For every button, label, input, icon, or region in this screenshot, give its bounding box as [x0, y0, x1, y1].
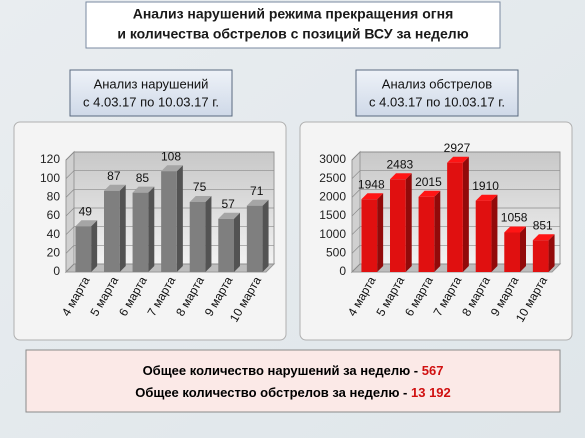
footer-line: Общее количество обстрелов за неделю - 1…	[135, 385, 451, 400]
footer-text: Общее количество нарушений за неделю -	[143, 363, 422, 378]
value-label: 1910	[472, 179, 499, 193]
bar	[246, 205, 263, 272]
value-label: 85	[136, 171, 150, 185]
value-label: 2927	[444, 141, 471, 155]
bar-side	[119, 184, 126, 272]
chart-title: Анализ обстрелов	[382, 76, 492, 91]
footer-value: 567	[422, 363, 444, 378]
footer-value: 13 192	[411, 385, 451, 400]
y-tick-label: 20	[47, 246, 61, 260]
bar-side	[377, 193, 384, 272]
value-label: 49	[79, 204, 93, 218]
chart-title: Анализ нарушений	[94, 76, 209, 91]
bar-top	[246, 199, 269, 206]
bar-side	[91, 220, 98, 272]
bar	[161, 171, 177, 272]
bar-side	[548, 234, 555, 272]
chart-header-box	[69, 69, 233, 117]
value-label: 75	[193, 180, 207, 194]
footer-box	[25, 349, 561, 413]
bar-top	[104, 184, 126, 191]
title-line: и количества обстрелов с позиций ВСУ за …	[117, 26, 468, 42]
y-tick-label: 60	[47, 208, 61, 222]
bar-side	[205, 196, 212, 272]
bar-side	[434, 190, 441, 272]
y-tick-label: 0	[53, 264, 60, 278]
chart-subtitle: с 4.03.17 по 10.03.17 г.	[369, 94, 505, 109]
bar	[418, 196, 435, 272]
footer-line: Общее количество нарушений за неделю - 5…	[143, 363, 444, 378]
bar-top	[132, 186, 155, 193]
bar-top	[532, 234, 555, 241]
bar-side	[491, 194, 498, 272]
bar-side	[262, 199, 269, 272]
y-tick-label: 100	[40, 171, 60, 185]
bar-top	[189, 196, 212, 202]
bar-top	[418, 190, 441, 197]
y-tick-label: 1000	[319, 227, 346, 241]
value-label: 2015	[415, 175, 442, 189]
value-label: 1058	[501, 211, 528, 225]
grid-line	[65, 151, 274, 161]
bar-top	[475, 194, 498, 201]
chart-header-box	[355, 69, 519, 117]
value-label: 71	[250, 184, 264, 198]
grid-line	[351, 188, 560, 198]
y-tick-label: 0	[339, 264, 346, 278]
chart-subtitle: с 4.03.17 по 10.03.17 г.	[83, 94, 219, 109]
bar-top	[390, 173, 412, 180]
bar-top	[447, 156, 469, 163]
bar	[132, 192, 149, 272]
bar	[504, 232, 520, 272]
bar-top	[218, 212, 240, 219]
bar-side	[405, 173, 412, 272]
bar	[447, 162, 463, 272]
value-label: 2483	[387, 157, 414, 171]
grid-line	[65, 170, 274, 179]
bar-top	[161, 165, 183, 172]
grid-line	[65, 188, 274, 198]
grid-line	[351, 151, 560, 161]
bar-side	[520, 226, 526, 272]
bar	[390, 179, 406, 272]
y-tick-label: 3000	[319, 152, 346, 166]
bar-side	[234, 212, 240, 272]
bar-side	[462, 156, 469, 272]
value-label: 108	[161, 149, 181, 163]
bar	[532, 240, 549, 272]
bar	[75, 226, 92, 272]
grid-line	[351, 170, 560, 179]
value-label: 851	[533, 218, 553, 232]
bar	[104, 190, 120, 272]
y-tick-label: 2500	[319, 171, 346, 185]
y-tick-label: 500	[326, 246, 346, 260]
bar-top	[75, 220, 98, 227]
bar-side	[176, 165, 183, 272]
bar	[361, 199, 378, 272]
bar	[475, 200, 492, 272]
y-tick-label: 80	[47, 190, 61, 204]
value-label: 1948	[358, 177, 385, 191]
footer-text: Общее количество обстрелов за неделю -	[135, 385, 411, 400]
bar-top	[504, 226, 526, 233]
bar	[218, 218, 234, 272]
bar-top	[361, 193, 384, 200]
value-label: 87	[107, 169, 121, 183]
title-box	[85, 1, 501, 49]
y-tick-label: 1500	[319, 208, 346, 222]
y-tick-label: 40	[47, 227, 61, 241]
bar	[189, 202, 206, 272]
title-line: Анализ нарушений режима прекращения огня	[133, 6, 454, 22]
y-tick-label: 120	[40, 152, 60, 166]
bar-side	[148, 186, 155, 272]
value-label: 57	[221, 197, 235, 211]
y-tick-label: 2000	[319, 190, 346, 204]
